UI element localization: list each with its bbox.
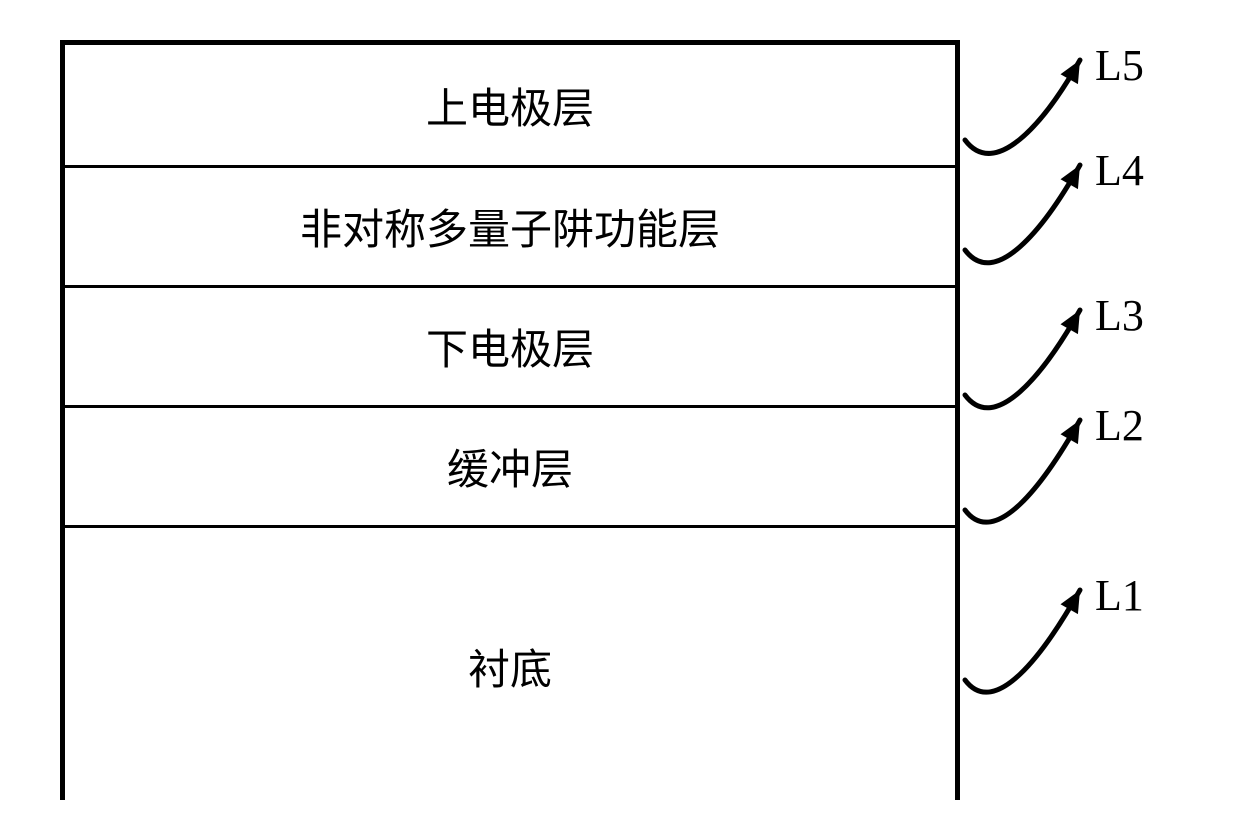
arrowhead-L3 xyxy=(1060,310,1080,334)
arrowhead-L5 xyxy=(1060,60,1080,84)
layer-label-L3: 下电极层 xyxy=(426,316,594,377)
arrowhead-L2 xyxy=(1060,420,1080,444)
layer-L1: 衬底 xyxy=(65,525,955,805)
arrowhead-L4 xyxy=(1060,165,1080,189)
layer-label-L4: 非对称多量子阱功能层 xyxy=(300,196,720,257)
layer-L3: 下电极层 xyxy=(65,285,955,405)
arrowhead-L1 xyxy=(1060,590,1080,614)
arrow-L5 xyxy=(965,60,1080,153)
layer-L2: 缓冲层 xyxy=(65,405,955,525)
annotation-label-L5: L5 xyxy=(1095,40,1144,91)
layer-label-L2: 缓冲层 xyxy=(447,436,573,497)
arrow-L3 xyxy=(965,310,1080,408)
diagram-stage: 上电极层非对称多量子阱功能层下电极层缓冲层衬底 L5 L4 L3 L2 L1 xyxy=(0,0,1240,840)
annotation-label-L4: L4 xyxy=(1095,145,1144,196)
annotation-label-L3: L3 xyxy=(1095,290,1144,341)
arrow-L1 xyxy=(965,590,1080,692)
layer-L4: 非对称多量子阱功能层 xyxy=(65,165,955,285)
annotation-label-L2: L2 xyxy=(1095,400,1144,451)
layer-label-L1: 衬底 xyxy=(468,636,552,697)
layer-label-L5: 上电极层 xyxy=(426,75,594,136)
annotation-label-L1: L1 xyxy=(1095,570,1144,621)
layer-stack: 上电极层非对称多量子阱功能层下电极层缓冲层衬底 xyxy=(60,40,960,800)
layer-L5: 上电极层 xyxy=(65,45,955,165)
arrow-L2 xyxy=(965,420,1080,522)
arrow-L4 xyxy=(965,165,1080,263)
